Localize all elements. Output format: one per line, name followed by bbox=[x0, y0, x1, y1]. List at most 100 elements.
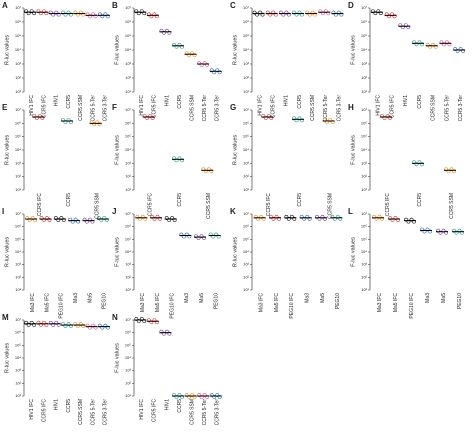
data-point bbox=[73, 217, 78, 222]
y-tick-label: 10⁶ bbox=[361, 120, 367, 125]
data-point bbox=[334, 12, 338, 17]
data-point bbox=[24, 320, 29, 325]
data-point bbox=[89, 120, 94, 125]
data-point bbox=[209, 393, 214, 397]
y-tick-label: 10⁴ bbox=[15, 147, 21, 152]
y-tick-label: 10¹ bbox=[361, 287, 367, 292]
y-tick-label: 10⁵ bbox=[15, 134, 21, 139]
y-tick-label: 10⁶ bbox=[243, 120, 249, 125]
data-point bbox=[373, 11, 378, 16]
y-tick-label: 10⁴ bbox=[125, 147, 131, 152]
data-point bbox=[425, 42, 430, 47]
data-point bbox=[102, 216, 107, 220]
data-point bbox=[26, 11, 31, 16]
data-point bbox=[32, 322, 37, 327]
data-point bbox=[269, 214, 273, 219]
y-tick-label: 10⁷ bbox=[15, 5, 21, 10]
data-point bbox=[184, 232, 189, 237]
data-point bbox=[172, 156, 176, 161]
y-tick-label: 10⁷ bbox=[125, 5, 131, 10]
data-point bbox=[174, 44, 179, 49]
data-point bbox=[142, 11, 147, 16]
panel-letter: B bbox=[112, 1, 118, 10]
data-point bbox=[420, 162, 424, 167]
data-point bbox=[44, 322, 49, 327]
data-point bbox=[154, 320, 159, 325]
x-tick-label: CCR5 bbox=[417, 95, 423, 109]
x-tick-label: CCR5 SSM bbox=[78, 399, 84, 425]
data-point bbox=[172, 42, 176, 47]
data-point bbox=[174, 158, 179, 163]
data-point bbox=[134, 9, 139, 14]
data-point bbox=[252, 10, 257, 15]
data-point bbox=[438, 230, 443, 235]
y-axis-title: R-luc values bbox=[232, 237, 238, 268]
y-axis-title: F-luc values bbox=[114, 35, 120, 65]
data-point bbox=[37, 114, 42, 118]
y-tick-label: 10¹ bbox=[361, 187, 367, 192]
data-point bbox=[152, 216, 157, 221]
x-tick-label: HIV1 bbox=[403, 95, 409, 106]
data-point bbox=[201, 167, 206, 172]
y-tick-label: 10¹ bbox=[15, 287, 21, 292]
panel: A R-luc values 10¹ 10² 10³ 10⁴ 10⁵ 10⁶ 10⁷ HIV1 I… bbox=[2, 1, 110, 121]
data-point bbox=[48, 320, 53, 325]
data-point bbox=[274, 214, 279, 219]
data-point bbox=[281, 12, 286, 17]
data-point bbox=[88, 14, 92, 19]
data-point bbox=[69, 324, 73, 328]
x-tick-label: CCR5 IFC bbox=[147, 193, 153, 216]
x-tick-label: HIV1 IFC bbox=[139, 95, 145, 116]
data-point bbox=[29, 9, 34, 14]
data-point bbox=[81, 12, 86, 17]
data-point bbox=[149, 320, 154, 325]
data-point bbox=[192, 395, 197, 399]
data-point bbox=[446, 169, 451, 174]
data-point bbox=[209, 68, 214, 73]
data-point bbox=[294, 118, 299, 123]
data-point bbox=[36, 9, 41, 14]
y-tick-label: 10¹ bbox=[243, 287, 249, 292]
data-point bbox=[149, 14, 154, 19]
y-axis-title: R-luc values bbox=[232, 135, 238, 166]
y-tick-label: 10³ bbox=[15, 368, 21, 373]
x-tick-label: Ma5 IFC bbox=[393, 293, 399, 313]
data-point bbox=[260, 12, 265, 17]
data-point bbox=[444, 230, 448, 235]
data-point bbox=[25, 216, 30, 220]
data-point bbox=[54, 320, 59, 325]
data-point bbox=[382, 116, 387, 120]
x-tick-label: Ma5 IFC bbox=[155, 293, 161, 313]
y-tick-label: 10³ bbox=[243, 160, 249, 165]
data-point bbox=[39, 322, 43, 327]
data-point bbox=[335, 214, 340, 219]
data-point bbox=[95, 120, 100, 125]
x-tick-label: CCR5 3-Ter bbox=[458, 95, 464, 122]
data-point bbox=[143, 216, 148, 221]
y-tick-label: 10⁶ bbox=[243, 19, 249, 24]
data-point bbox=[69, 120, 73, 124]
data-point bbox=[184, 393, 189, 397]
data-point bbox=[162, 331, 166, 336]
x-tick-label: CCR5 bbox=[177, 193, 183, 207]
data-point bbox=[265, 10, 270, 15]
data-point bbox=[136, 11, 141, 16]
data-point bbox=[29, 320, 34, 325]
y-axis-title: F-luc values bbox=[114, 343, 120, 373]
y-tick-label: 10⁴ bbox=[243, 147, 249, 152]
data-point bbox=[66, 10, 71, 15]
y-tick-label: 10⁷ bbox=[125, 107, 131, 112]
panel-letter: E bbox=[2, 103, 8, 112]
data-point bbox=[433, 44, 438, 49]
x-tick-label: CCR5 bbox=[297, 95, 303, 109]
data-point bbox=[56, 218, 61, 222]
data-point bbox=[211, 234, 216, 239]
y-tick-label: 10² bbox=[125, 380, 131, 385]
data-point bbox=[167, 218, 172, 222]
data-point bbox=[425, 227, 430, 232]
x-tick-label: PEG10 IFC bbox=[409, 293, 415, 319]
data-point bbox=[90, 219, 95, 224]
data-point bbox=[292, 216, 297, 221]
data-point bbox=[202, 393, 207, 397]
data-point bbox=[297, 116, 302, 121]
